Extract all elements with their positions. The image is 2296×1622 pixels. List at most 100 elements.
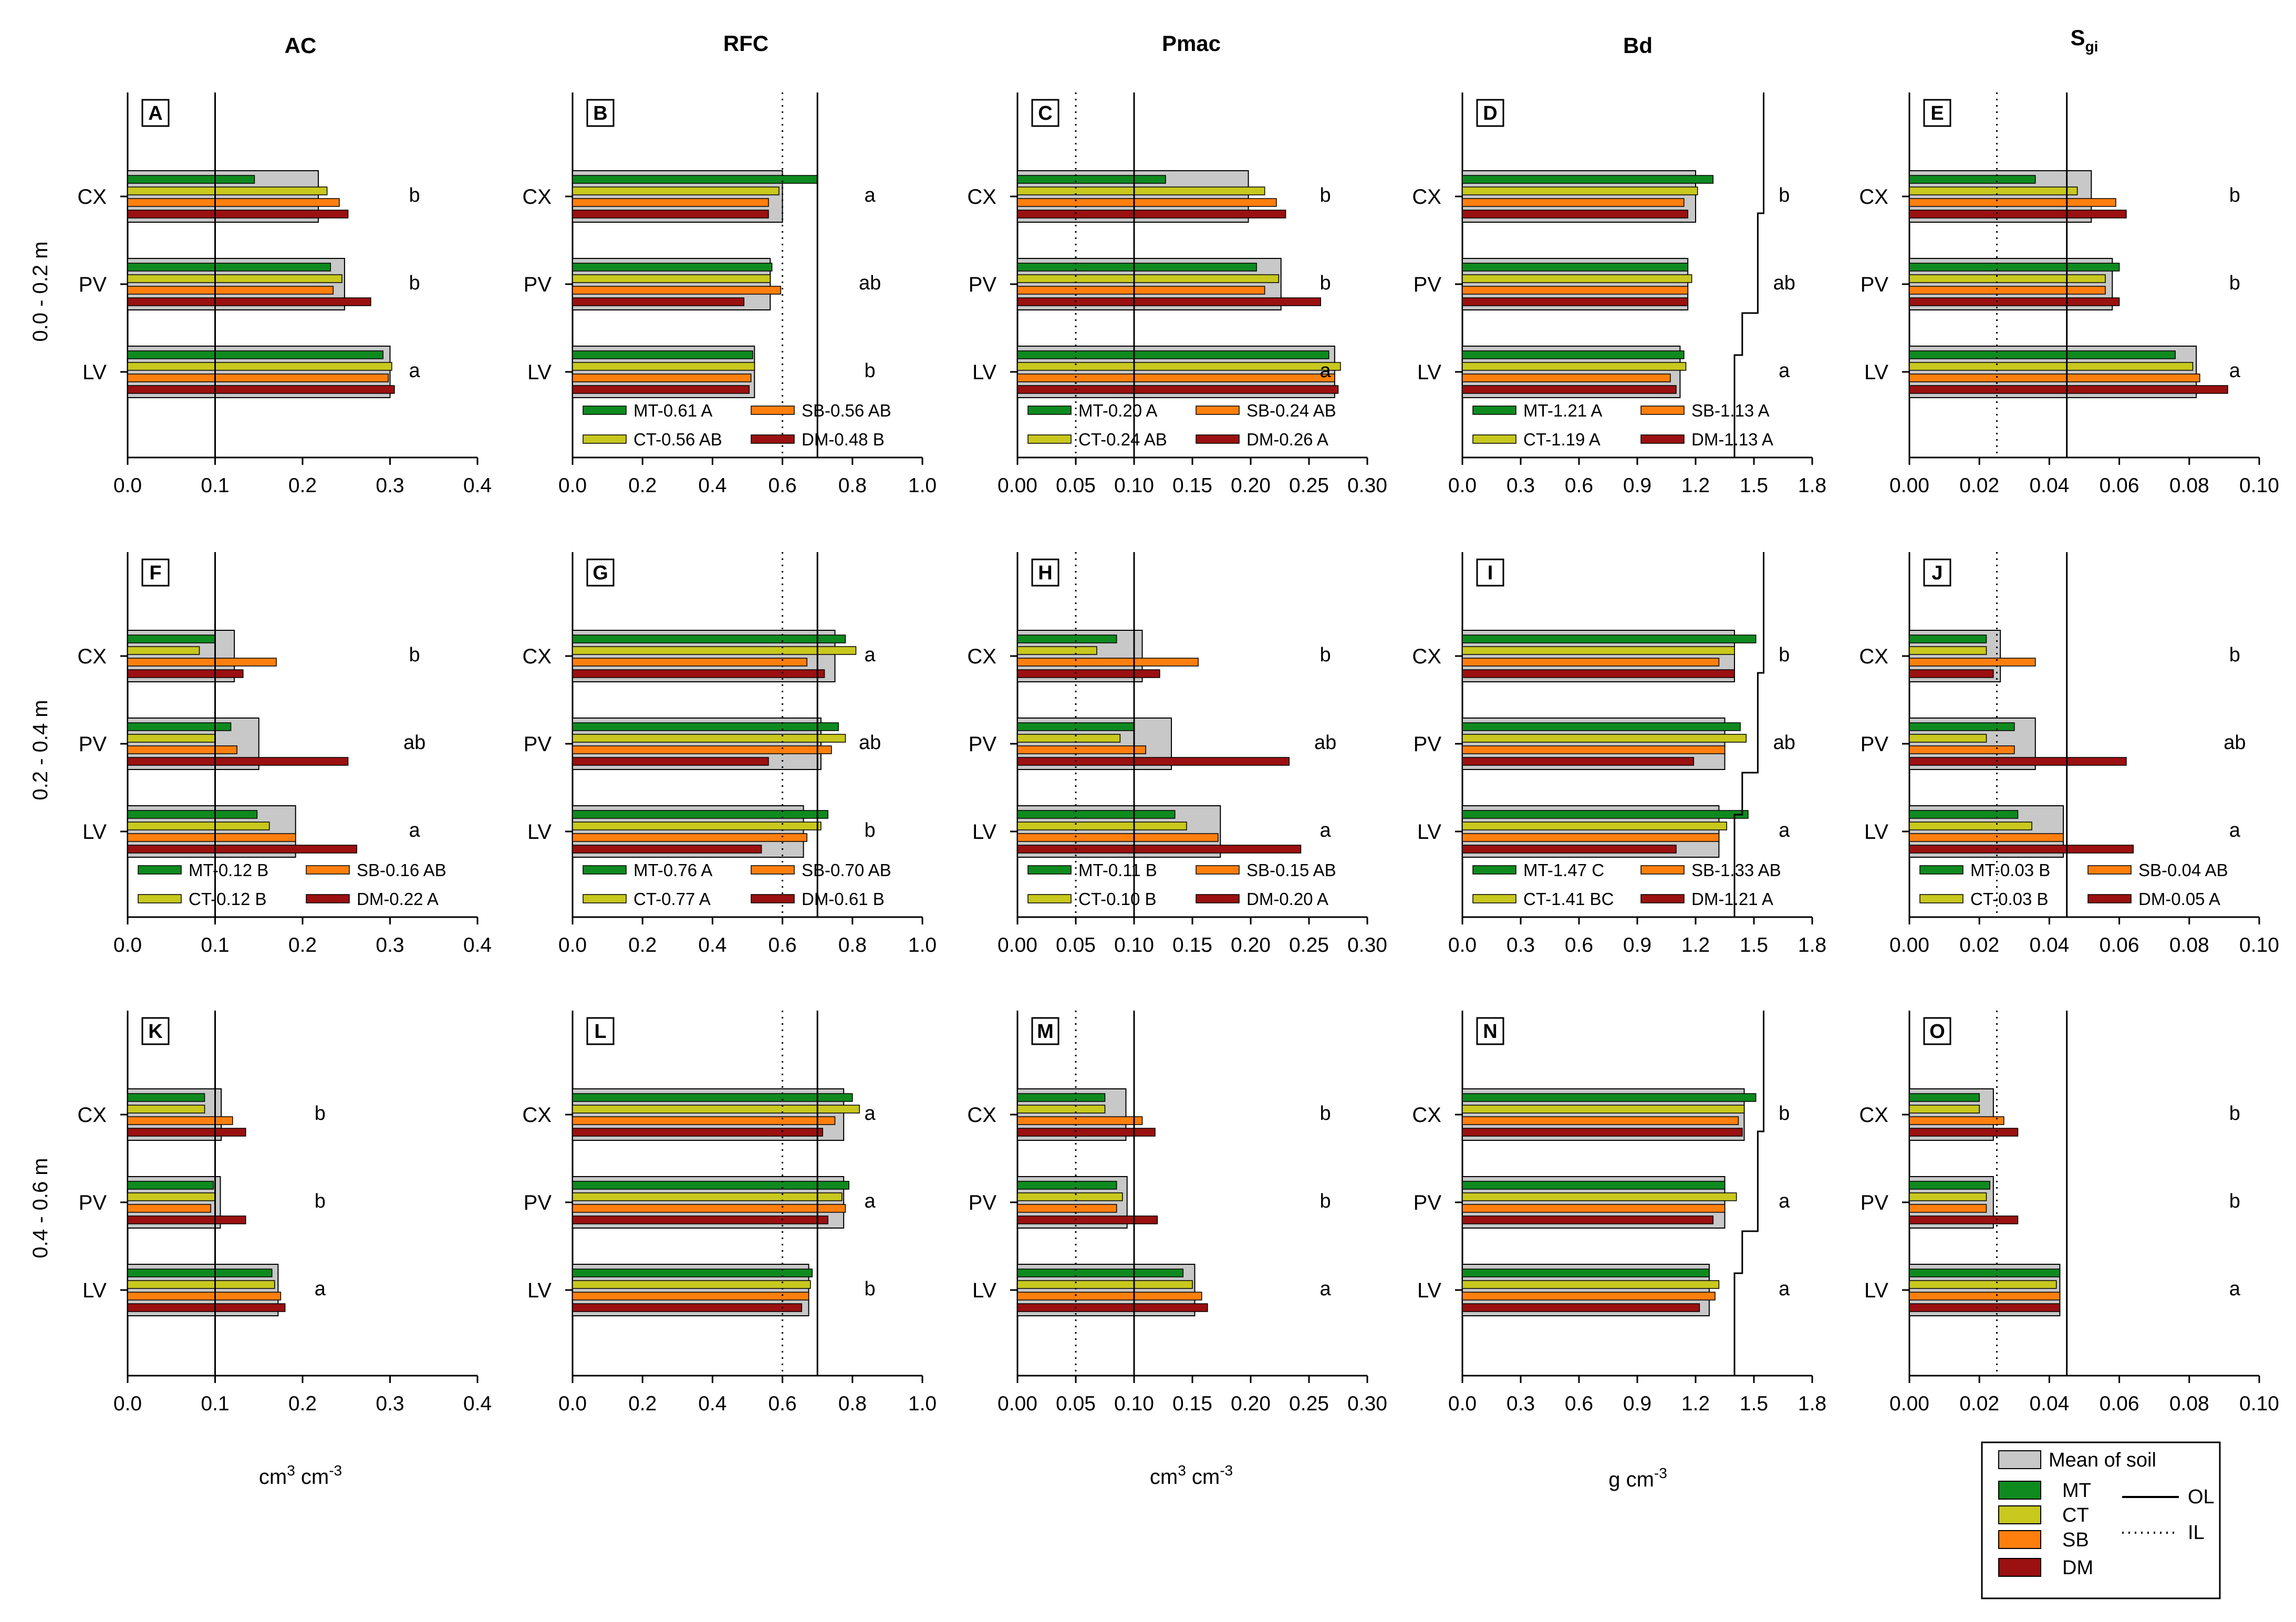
bar-dm-a bbox=[127, 297, 371, 306]
legend-swatch-dm bbox=[1998, 1558, 2041, 1577]
category-label-c: CX bbox=[967, 185, 996, 209]
bar-mt-i bbox=[1462, 722, 1741, 731]
x-tick-label-f: 0.2 bbox=[288, 934, 317, 956]
bar-sb-c bbox=[1017, 198, 1277, 207]
bar-dm-g bbox=[572, 845, 762, 854]
panels: 0.0 0.1 0.2 0.3 0.4 CX b PV b LV a A 0.0 0.2 0.4 0.6 0.8… bbox=[77, 92, 2279, 1415]
bar-sb-n bbox=[1462, 1292, 1716, 1301]
x-tick-label-c: 0.05 bbox=[1056, 474, 1096, 497]
legend-label-mean: Mean of soil bbox=[2049, 1449, 2156, 1471]
treatment-legend-swatch-j bbox=[1919, 865, 1963, 875]
bar-dm-g bbox=[572, 669, 825, 678]
bar-sb-c bbox=[1017, 286, 1265, 295]
bar-sb-b bbox=[572, 286, 782, 295]
category-label-i: CX bbox=[1412, 645, 1441, 668]
bar-dm-n bbox=[1462, 1303, 1700, 1312]
category-label-j: CX bbox=[1859, 645, 1888, 668]
significance-letter-g: ab bbox=[859, 732, 881, 754]
panel-m: 0.00 0.05 0.10 0.15 0.20 0.25 0.30 CX b PV b LV a M bbox=[967, 1011, 1387, 1415]
category-label-m: LV bbox=[972, 1279, 996, 1302]
bar-dm-m bbox=[1017, 1303, 1208, 1312]
treatment-legend-swatch-b bbox=[751, 406, 795, 415]
x-tick-label-a: 0.2 bbox=[288, 474, 317, 497]
x-tick-label-n: 0.0 bbox=[1448, 1392, 1477, 1415]
treatment-legend-swatch-j bbox=[1919, 894, 1963, 903]
bar-ct-g bbox=[572, 734, 846, 743]
legend-label-mt: MT bbox=[2062, 1480, 2091, 1502]
panel-letter-box-d bbox=[1476, 99, 1504, 127]
col-title-rfc: RFC bbox=[723, 31, 768, 56]
bar-mt-d bbox=[1462, 263, 1688, 272]
bar-sb-b bbox=[572, 198, 769, 207]
bar-mt-l bbox=[572, 1181, 849, 1190]
category-label-k: CX bbox=[77, 1104, 107, 1127]
bar-dm-i bbox=[1462, 845, 1677, 854]
bar-mt-d bbox=[1462, 350, 1685, 359]
legend-label-dm: DM bbox=[2062, 1557, 2093, 1579]
bar-mt-g bbox=[572, 635, 846, 643]
bar-mt-f bbox=[127, 810, 258, 819]
optimal-limit-line-d bbox=[1733, 92, 1764, 458]
x-tick-label-n: 0.3 bbox=[1507, 1392, 1535, 1415]
treatment-legend-label-g: MT-0.76 A bbox=[633, 860, 712, 880]
bar-sb-a bbox=[127, 373, 389, 382]
panel-letter-i: I bbox=[1488, 562, 1493, 584]
bar-ct-f bbox=[127, 646, 200, 655]
significance-letter-d: b bbox=[1779, 184, 1790, 206]
significance-letter-m: b bbox=[1320, 1103, 1331, 1125]
x-tick-label-k: 0.3 bbox=[376, 1392, 404, 1415]
bar-mt-k bbox=[127, 1093, 205, 1102]
legend-label-il: IL bbox=[2188, 1522, 2205, 1544]
treatment-legend-swatch-d bbox=[1640, 406, 1685, 415]
treatment-legend-label-c: MT-0.20 A bbox=[1078, 401, 1157, 420]
bar-ct-b bbox=[572, 362, 755, 371]
panel-e: 0.00 0.02 0.04 0.06 0.08 0.10 CX b PV b LV a E bbox=[1859, 92, 2279, 497]
bar-sb-l bbox=[572, 1116, 836, 1125]
treatment-legend-swatch-f bbox=[306, 865, 350, 875]
treatment-legend-swatch-h bbox=[1196, 865, 1240, 875]
treatment-legend-label-g: DM-0.61 B bbox=[802, 889, 885, 909]
x-tick-label-d: 1.5 bbox=[1740, 474, 1768, 497]
x-tick-label-m: 0.25 bbox=[1289, 1392, 1329, 1415]
significance-letter-i: ab bbox=[1773, 732, 1795, 754]
panel-letter-box-k bbox=[141, 1017, 170, 1045]
bar-sb-m bbox=[1017, 1292, 1202, 1301]
category-label-b: CX bbox=[522, 185, 552, 209]
bar-sb-k bbox=[127, 1116, 233, 1125]
significance-letter-f: ab bbox=[403, 732, 425, 754]
x-tick-label-i: 0.3 bbox=[1507, 934, 1535, 956]
bar-sb-k bbox=[127, 1292, 282, 1301]
bar-sb-l bbox=[572, 1204, 846, 1213]
bar-mt-e bbox=[1909, 263, 2120, 272]
category-label-e: PV bbox=[1861, 273, 1889, 296]
x-tick-label-f: 0.0 bbox=[113, 934, 142, 956]
significance-letter-f: b bbox=[409, 644, 420, 666]
category-label-k: PV bbox=[79, 1191, 107, 1214]
x-tick-label-e: 0.04 bbox=[2029, 474, 2069, 497]
category-label-c: LV bbox=[972, 361, 996, 384]
category-label-g: CX bbox=[522, 645, 552, 668]
significance-letter-l: b bbox=[865, 1278, 876, 1300]
treatment-legend-swatch-b bbox=[583, 406, 627, 415]
x-tick-label-j: 0.02 bbox=[1959, 934, 1999, 956]
significance-letter-d: a bbox=[1779, 360, 1790, 382]
treatment-legend-label-j: SB-0.04 AB bbox=[2138, 860, 2228, 880]
category-label-j: LV bbox=[1864, 820, 1888, 844]
x-tick-label-n: 0.6 bbox=[1565, 1392, 1593, 1415]
treatment-legend-swatch-g bbox=[751, 865, 795, 875]
treatment-legend-label-c: DM-0.26 A bbox=[1246, 430, 1328, 449]
bar-ct-l bbox=[572, 1105, 860, 1114]
category-label-i: LV bbox=[1417, 820, 1441, 844]
bar-ct-i bbox=[1462, 822, 1727, 830]
x-tick-label-j: 0.10 bbox=[2239, 934, 2279, 956]
bar-mt-f bbox=[127, 635, 216, 643]
treatment-legend-label-c: SB-0.24 AB bbox=[1246, 401, 1336, 420]
bar-sb-n bbox=[1462, 1204, 1726, 1213]
x-tick-label-n: 1.8 bbox=[1798, 1392, 1826, 1415]
bar-ct-k bbox=[127, 1192, 216, 1201]
significance-letter-e: a bbox=[2229, 360, 2241, 382]
bar-mt-j bbox=[1909, 810, 2019, 819]
bar-sb-o bbox=[1909, 1116, 2004, 1125]
category-label-e: CX bbox=[1859, 185, 1888, 209]
bar-sb-i bbox=[1462, 833, 1720, 842]
